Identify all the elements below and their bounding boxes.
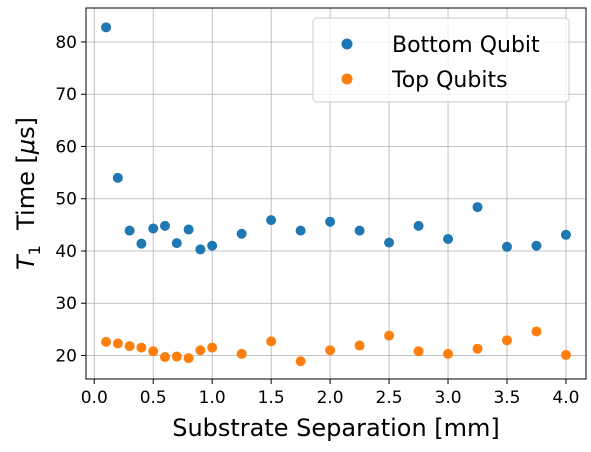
data-point	[101, 336, 112, 347]
y-tick-label: 80	[55, 33, 77, 53]
y-tick-label: 70	[55, 85, 77, 105]
data-point	[136, 238, 147, 249]
data-point	[443, 348, 454, 359]
y-axis-label-unit: s]	[12, 117, 40, 139]
y-axis-label: T1 Time [μs]	[12, 117, 44, 270]
data-point	[236, 228, 247, 239]
y-tick-label: 40	[55, 242, 77, 262]
x-tick-label: 3.0	[435, 388, 462, 408]
data-point	[112, 338, 123, 349]
data-point	[101, 22, 112, 33]
data-point	[413, 220, 424, 231]
data-point	[325, 345, 336, 356]
data-point	[183, 224, 194, 235]
legend-box	[312, 17, 570, 103]
data-point	[266, 215, 277, 226]
y-axis-label-symbol: T	[12, 253, 40, 270]
x-tick-label: 0.5	[140, 388, 167, 408]
legend-label-top-qubits: Top Qubits	[391, 68, 508, 93]
data-point	[295, 225, 306, 236]
data-point	[236, 348, 247, 359]
x-tick-label: 2.0	[317, 388, 344, 408]
y-tick-label: 50	[55, 190, 77, 210]
legend-label-bottom-qubit: Bottom Qubit	[392, 33, 540, 58]
x-tick-label: 1.0	[199, 388, 226, 408]
data-point	[160, 220, 171, 231]
x-tick-label: 3.5	[493, 388, 520, 408]
axis-ticks: 0.0 0.5 1.0 1.5 2.0 2.5 3.0 3.5 4.0 20 30 40 50 60 70 8…	[55, 33, 579, 408]
data-point	[501, 241, 512, 252]
data-point	[531, 326, 542, 337]
data-point	[183, 353, 194, 364]
data-point	[207, 240, 218, 251]
data-point	[501, 335, 512, 346]
y-tick-label: 20	[55, 346, 77, 366]
data-point	[354, 340, 365, 351]
data-point	[195, 244, 206, 255]
data-point	[472, 202, 483, 213]
x-tick-label: 2.5	[376, 388, 403, 408]
data-point	[171, 238, 182, 249]
y-tick-label: 60	[55, 137, 77, 157]
plot-frame	[85, 7, 587, 380]
y-axis-label-text: Time [	[12, 154, 40, 245]
series-top-qubits	[101, 326, 571, 367]
x-tick-label: 4.0	[552, 388, 579, 408]
data-point	[354, 225, 365, 236]
y-tick-label: 30	[55, 294, 77, 314]
data-point	[171, 351, 182, 362]
data-point	[472, 343, 483, 354]
data-point	[136, 342, 147, 353]
data-point	[148, 223, 159, 234]
data-point	[384, 237, 395, 248]
data-point	[413, 346, 424, 357]
data-point	[124, 341, 135, 352]
data-point	[384, 330, 395, 341]
data-point	[195, 345, 206, 356]
data-point	[295, 356, 306, 367]
data-point	[531, 240, 542, 251]
x-tick-label: 0.0	[81, 388, 108, 408]
y-axis-label-subscript: 1	[25, 245, 44, 255]
data-points	[101, 22, 571, 367]
data-point	[325, 216, 336, 227]
data-point	[112, 172, 123, 183]
legend: Bottom Qubit Top Qubits	[312, 17, 570, 103]
data-point	[160, 352, 171, 363]
data-point	[560, 229, 571, 240]
legend-marker-top-qubits	[341, 73, 353, 85]
data-point	[148, 346, 159, 357]
data-point	[266, 336, 277, 347]
data-point	[560, 349, 571, 360]
legend-marker-bottom-qubit	[341, 38, 353, 50]
series-bottom-qubit	[101, 22, 571, 255]
data-point	[207, 342, 218, 353]
data-point	[124, 225, 135, 236]
y-axis-label-mu: μ	[12, 139, 40, 155]
x-axis-label: Substrate Separation [mm]	[172, 414, 500, 442]
x-tick-label: 1.5	[258, 388, 285, 408]
data-point	[443, 233, 454, 244]
